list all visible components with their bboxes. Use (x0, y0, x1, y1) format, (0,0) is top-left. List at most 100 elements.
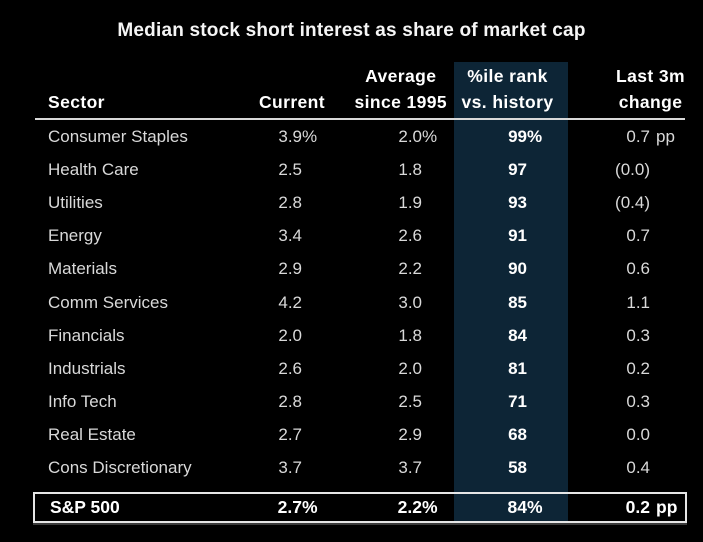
current-unit: % (302, 126, 318, 146)
rank-value-cell: 84% (447, 497, 568, 518)
sector-name: Financials (48, 325, 125, 345)
current-value: 2.0 (278, 325, 302, 345)
rank-value: 84 (508, 325, 527, 345)
average-value: 2.0 (398, 126, 422, 146)
average-value-cell: 2.0% (325, 127, 447, 147)
table-body: Consumer Staples 3.9% 2.0% 99% 0.7 pp Hea… (35, 120, 685, 485)
average-value-cell: 2.6 (325, 226, 447, 246)
table-header-row: Sector Current Average since 1995 %ile r… (35, 62, 685, 120)
rank-value-cell: 68 (447, 425, 568, 445)
sector-name: Cons Discretionary (48, 458, 192, 478)
change-value-cell: 0.2 pp (568, 497, 685, 518)
current-value-cell: 2.7% (215, 497, 325, 518)
rank-value: 97 (508, 159, 527, 179)
table-row: Cons Discretionary 3.7 3.7 58 0.4 (35, 452, 685, 485)
table-row: Energy 3.4 2.6 91 0.7 (35, 220, 685, 253)
change-value: 0.7 (626, 226, 650, 246)
change-value-cell: 0.3 (568, 392, 685, 412)
average-value: 2.9 (398, 425, 422, 445)
column-header-average-line2: since 1995 (354, 92, 447, 112)
change-value: (0.4) (615, 192, 650, 212)
current-value: 2.5 (278, 159, 302, 179)
table-row: Financials 2.0 1.8 84 0.3 (35, 319, 685, 352)
current-value: 2.8 (278, 392, 302, 412)
average-value: 3.7 (398, 458, 422, 478)
current-value-cell: 2.8 (215, 193, 325, 213)
current-value-cell: 2.7 (215, 425, 325, 445)
current-value: 2.7 (277, 497, 302, 517)
change-value-cell: 0.0 (568, 425, 685, 445)
rank-unit: % (527, 126, 543, 146)
current-value: 2.8 (278, 192, 302, 212)
change-value-cell: (0.4) (568, 193, 685, 213)
sector-name: Real Estate (48, 425, 136, 445)
rank-value: 91 (508, 226, 527, 246)
current-value: 3.4 (278, 226, 302, 246)
rank-value-cell: 93 (447, 193, 568, 213)
change-value-cell: 0.6 (568, 259, 685, 279)
change-value-cell: 1.1 (568, 293, 685, 313)
sector-name: Comm Services (48, 292, 168, 312)
current-value-cell: 4.2 (215, 293, 325, 313)
change-value: 0.6 (626, 259, 650, 279)
table-row: Materials 2.9 2.2 90 0.6 (35, 253, 685, 286)
change-value-cell: 0.7 (568, 226, 685, 246)
sector-name: Industrials (48, 358, 126, 378)
table-row: Real Estate 2.7 2.9 68 0.0 (35, 419, 685, 452)
rank-value-cell: 90 (447, 259, 568, 279)
average-value-cell: 2.2% (325, 497, 447, 518)
table-row: Consumer Staples 3.9% 2.0% 99% 0.7 pp (35, 120, 685, 153)
current-value-cell: 3.7 (215, 458, 325, 478)
sector-name: Utilities (48, 192, 103, 212)
change-unit: pp (656, 126, 675, 146)
average-value-cell: 1.8 (325, 160, 447, 180)
average-value-cell: 2.0 (325, 359, 447, 379)
figure-title: Median stock short interest as share of … (117, 20, 586, 41)
current-value: 3.9 (278, 126, 302, 146)
average-value-cell: 3.0 (325, 293, 447, 313)
rank-value-cell: 58 (447, 458, 568, 478)
rank-value-cell: 91 (447, 226, 568, 246)
change-value: 0.0 (626, 425, 650, 445)
rank-value: 68 (508, 425, 527, 445)
column-header-current: Current (215, 62, 325, 118)
sector-name: Consumer Staples (48, 126, 188, 146)
column-header-change-line1: Last 3m (616, 66, 685, 86)
current-value-cell: 2.9 (215, 259, 325, 279)
column-header-average-line1: Average (365, 66, 437, 86)
rank-value-cell: 99% (447, 127, 568, 147)
sector-name: Health Care (48, 159, 139, 179)
table-row: Industrials 2.6 2.0 81 0.2 (35, 352, 685, 385)
rank-value-cell: 97 (447, 160, 568, 180)
average-value: 1.8 (398, 159, 422, 179)
column-header-current-label: Current (259, 92, 325, 112)
current-value: 2.6 (278, 358, 302, 378)
change-value: 0.4 (626, 458, 650, 478)
rank-value-cell: 71 (447, 392, 568, 412)
sector-name: S&P 500 (50, 497, 120, 517)
average-value: 2.0 (398, 358, 422, 378)
column-header-sector-label: Sector (48, 92, 105, 112)
change-value: 0.3 (626, 392, 650, 412)
average-unit: % (422, 126, 438, 146)
change-unit: pp (656, 497, 678, 517)
rank-value: 81 (508, 358, 527, 378)
change-value: 1.1 (626, 292, 650, 312)
average-unit: % (422, 497, 438, 517)
average-value-cell: 3.7 (325, 458, 447, 478)
column-header-rank-line1: %ile rank (467, 66, 548, 86)
rank-value-cell: 85 (447, 293, 568, 313)
sp500-summary-row: S&P 500 2.7% 2.2% 84% 0.2 pp (33, 492, 687, 523)
average-value: 1.9 (398, 192, 422, 212)
table-row: Info Tech 2.8 2.5 71 0.3 (35, 386, 685, 419)
sector-name: Info Tech (48, 392, 117, 412)
average-value-cell: 2.5 (325, 392, 447, 412)
change-value-cell: 0.3 (568, 326, 685, 346)
average-value-cell: 1.9 (325, 193, 447, 213)
current-value-cell: 2.6 (215, 359, 325, 379)
rank-value: 84 (507, 497, 527, 517)
rank-value: 71 (508, 392, 527, 412)
rank-column-highlight-band (454, 62, 568, 522)
current-value: 4.2 (278, 292, 302, 312)
